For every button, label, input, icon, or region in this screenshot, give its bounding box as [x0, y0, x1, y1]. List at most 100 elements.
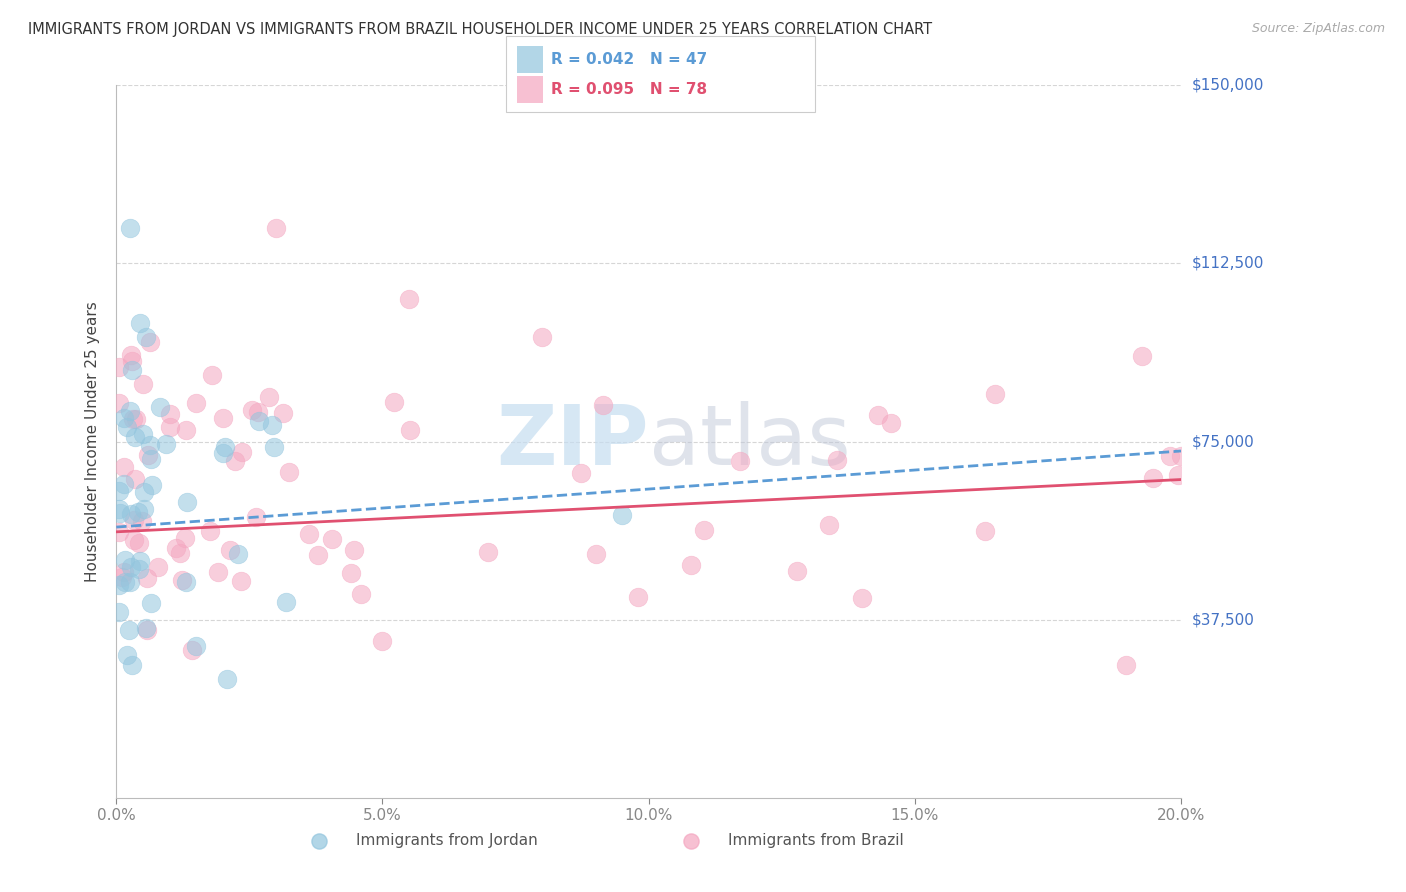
Point	[1167, 468, 1189, 483]
Point	[1115, 657, 1137, 672]
Point	[124, 412, 146, 426]
Point	[112, 476, 135, 491]
Point	[172, 573, 194, 587]
Text: Immigrants from Jordan: Immigrants from Jordan	[356, 833, 537, 848]
Point	[308, 791, 330, 805]
Text: $75,000: $75,000	[1192, 434, 1254, 449]
Point	[114, 552, 136, 566]
Point	[211, 410, 233, 425]
Point	[128, 536, 150, 550]
Point	[818, 517, 841, 532]
Point	[880, 417, 903, 431]
Point	[214, 441, 236, 455]
Point	[180, 642, 202, 657]
Point	[399, 424, 422, 438]
Point	[246, 405, 269, 419]
Point	[231, 445, 253, 459]
Point	[219, 543, 242, 558]
Point	[610, 508, 633, 522]
Point	[264, 220, 287, 235]
Point	[166, 541, 188, 555]
Point	[184, 639, 207, 653]
Point	[129, 554, 152, 568]
Point	[198, 524, 221, 538]
Point	[122, 513, 145, 527]
Point	[851, 591, 873, 606]
Point	[131, 514, 153, 528]
Point	[592, 398, 614, 412]
Point	[118, 220, 141, 235]
Point	[159, 420, 181, 434]
Point	[132, 485, 155, 500]
Text: IMMIGRANTS FROM JORDAN VS IMMIGRANTS FROM BRAZIL HOUSEHOLDER INCOME UNDER 25 YEA: IMMIGRANTS FROM JORDAN VS IMMIGRANTS FRO…	[28, 22, 932, 37]
Point	[371, 634, 394, 648]
Point	[176, 495, 198, 509]
Point	[786, 564, 808, 578]
Point	[298, 527, 321, 541]
Point	[169, 546, 191, 560]
Point	[132, 377, 155, 392]
Point	[174, 531, 197, 545]
Point	[262, 418, 284, 433]
Point	[136, 448, 159, 462]
Point	[382, 394, 405, 409]
Point	[128, 561, 150, 575]
Point	[108, 501, 131, 516]
Point	[148, 559, 170, 574]
Point	[124, 430, 146, 444]
Point	[121, 657, 143, 672]
Point	[868, 408, 890, 422]
Point	[115, 648, 138, 663]
Point	[278, 465, 301, 479]
Point	[350, 587, 373, 601]
Text: Immigrants from Brazil: Immigrants from Brazil	[728, 833, 904, 848]
Point	[114, 565, 136, 579]
Point	[585, 547, 607, 561]
Point	[108, 359, 131, 374]
Point	[184, 396, 207, 410]
Point	[141, 478, 163, 492]
Point	[159, 407, 181, 421]
Point	[226, 547, 249, 561]
Point	[201, 368, 224, 382]
Point	[681, 791, 703, 805]
Text: $37,500: $37,500	[1192, 612, 1256, 627]
Point	[114, 575, 136, 590]
Text: $150,000: $150,000	[1192, 78, 1264, 93]
Point	[398, 292, 420, 306]
Text: R = 0.042   N = 47: R = 0.042 N = 47	[551, 53, 707, 67]
Point	[127, 505, 149, 519]
Point	[343, 543, 366, 558]
Point	[827, 453, 849, 467]
Point	[122, 411, 145, 425]
Point	[122, 533, 145, 547]
Point	[121, 353, 143, 368]
Point	[108, 483, 131, 498]
Point	[117, 623, 139, 637]
Point	[124, 473, 146, 487]
Text: atlas: atlas	[648, 401, 851, 482]
Text: ZIP: ZIP	[496, 401, 648, 482]
Point	[627, 590, 650, 604]
Point	[112, 410, 135, 425]
Point	[174, 574, 197, 589]
Point	[211, 446, 233, 460]
Point	[679, 558, 702, 572]
Point	[340, 566, 363, 580]
Point	[531, 330, 554, 344]
Point	[108, 524, 131, 539]
Point	[155, 437, 177, 451]
Point	[274, 595, 297, 609]
Point	[134, 502, 156, 516]
Text: Source: ZipAtlas.com: Source: ZipAtlas.com	[1251, 22, 1385, 36]
Point	[247, 414, 270, 428]
Point	[321, 532, 343, 546]
Text: R = 0.095   N = 78: R = 0.095 N = 78	[551, 82, 707, 96]
Point	[728, 454, 751, 468]
Point	[263, 440, 285, 454]
Point	[569, 466, 592, 480]
Point	[231, 574, 253, 589]
Point	[477, 544, 499, 558]
Point	[245, 510, 267, 524]
Point	[983, 387, 1005, 401]
